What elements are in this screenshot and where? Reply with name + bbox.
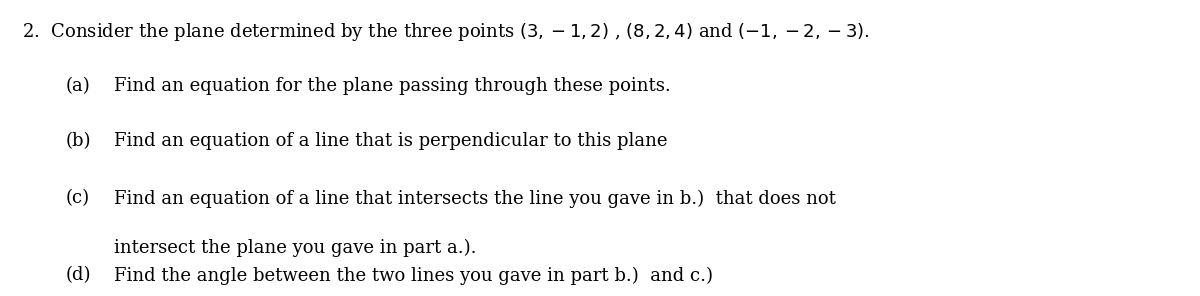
Text: (a): (a) [66, 77, 91, 95]
Text: Find an equation of a line that is perpendicular to this plane: Find an equation of a line that is perpe… [114, 132, 667, 150]
Text: (c): (c) [66, 189, 90, 207]
Text: Find the angle between the two lines you gave in part b.)  and c.): Find the angle between the two lines you… [114, 266, 713, 285]
Text: Find an equation of a line that intersects the line you gave in b.)  that does n: Find an equation of a line that intersec… [114, 189, 836, 208]
Text: (b): (b) [66, 132, 91, 150]
Text: (d): (d) [66, 266, 91, 284]
Text: intersect the plane you gave in part a.).: intersect the plane you gave in part a.)… [114, 238, 476, 257]
Text: 2.  Consider the plane determined by the three points $(3, -1, 2)$ , $(8, 2, 4)$: 2. Consider the plane determined by the … [22, 21, 870, 43]
Text: Find an equation for the plane passing through these points.: Find an equation for the plane passing t… [114, 77, 671, 95]
